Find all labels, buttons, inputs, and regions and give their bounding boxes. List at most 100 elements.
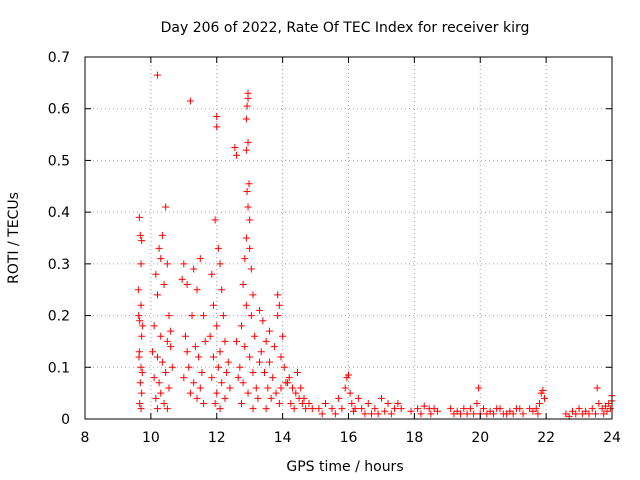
data-point (264, 384, 272, 392)
data-point (384, 399, 392, 407)
data-point (377, 394, 385, 402)
data-point (247, 265, 255, 273)
data-point (162, 368, 170, 376)
data-point (447, 405, 455, 413)
data-point (168, 363, 176, 371)
data-point (387, 410, 395, 418)
data-point (165, 384, 173, 392)
x-tick-label: 22 (537, 430, 555, 446)
data-point (242, 234, 250, 242)
data-point (343, 374, 351, 382)
data-point (300, 394, 308, 402)
data-point (293, 368, 301, 376)
x-tick-label: 18 (405, 430, 423, 446)
data-point (137, 363, 145, 371)
data-point (186, 389, 194, 397)
y-tick-label: 0.7 (48, 50, 70, 66)
data-point (245, 180, 253, 188)
data-point (137, 260, 145, 268)
x-tick-label: 12 (208, 430, 226, 446)
data-point (242, 301, 250, 309)
data-point (368, 410, 376, 418)
data-point (150, 374, 158, 382)
data-point (152, 394, 160, 402)
data-point (470, 410, 478, 418)
data-point (539, 387, 547, 395)
data-point (200, 399, 208, 407)
data-point (214, 244, 222, 252)
data-point (190, 265, 198, 273)
data-point (516, 405, 524, 413)
data-point (221, 394, 229, 402)
data-point (136, 317, 144, 325)
data-point (200, 312, 208, 320)
data-point (209, 353, 217, 361)
data-point (153, 291, 161, 299)
data-point (183, 348, 191, 356)
data-point (503, 410, 511, 418)
data-point (588, 405, 596, 413)
y-tick-label: 0.6 (48, 102, 70, 118)
x-axis-label: GPS time / hours (286, 459, 403, 475)
data-point (138, 332, 146, 340)
data-point (185, 363, 193, 371)
x-tick-label: 24 (603, 430, 621, 446)
data-point (265, 358, 273, 366)
y-tick-label: 0.4 (48, 205, 70, 221)
data-point (348, 399, 356, 407)
data-point (285, 374, 293, 382)
data-point (138, 237, 146, 245)
data-point (226, 384, 234, 392)
data-point (190, 379, 198, 387)
x-tick-label: 20 (471, 430, 489, 446)
data-point (305, 399, 313, 407)
data-point (150, 322, 158, 330)
data-point (195, 353, 203, 361)
data-point (218, 286, 226, 294)
data-point (265, 327, 273, 335)
data-point (298, 399, 306, 407)
data-point (242, 146, 250, 154)
data-point (251, 332, 259, 340)
data-point (463, 410, 471, 418)
data-point (374, 410, 382, 418)
data-point (364, 399, 372, 407)
data-point (242, 115, 250, 123)
data-point (135, 312, 143, 320)
data-point (135, 213, 143, 221)
data-point (157, 332, 165, 340)
data-point (341, 384, 349, 392)
data-point (149, 348, 157, 356)
data-point (259, 317, 267, 325)
data-point (134, 286, 142, 294)
y-tick-label: 0.3 (48, 257, 70, 273)
data-point (585, 410, 593, 418)
chart-title: Day 206 of 2022, Rate Of TEC Index for r… (161, 20, 530, 36)
data-point (196, 384, 204, 392)
data-point (371, 405, 379, 413)
data-point (483, 410, 491, 418)
data-point (221, 337, 229, 345)
data-point (157, 255, 165, 263)
data-point (361, 410, 369, 418)
data-point (262, 337, 270, 345)
data-point (257, 348, 265, 356)
data-point (246, 244, 254, 252)
data-point (233, 151, 241, 159)
data-point (335, 394, 343, 402)
x-tick-label: 8 (81, 430, 90, 446)
data-point (270, 343, 278, 351)
data-point (302, 405, 310, 413)
data-point (155, 244, 163, 252)
data-point (575, 405, 583, 413)
data-point (136, 379, 144, 387)
data-point (297, 384, 305, 392)
data-point (262, 405, 270, 413)
x-tick-label: 16 (340, 430, 358, 446)
data-point (456, 410, 464, 418)
data-point (213, 322, 221, 330)
data-point (213, 389, 221, 397)
data-point (216, 260, 224, 268)
y-tick-label: 0.1 (48, 360, 70, 376)
